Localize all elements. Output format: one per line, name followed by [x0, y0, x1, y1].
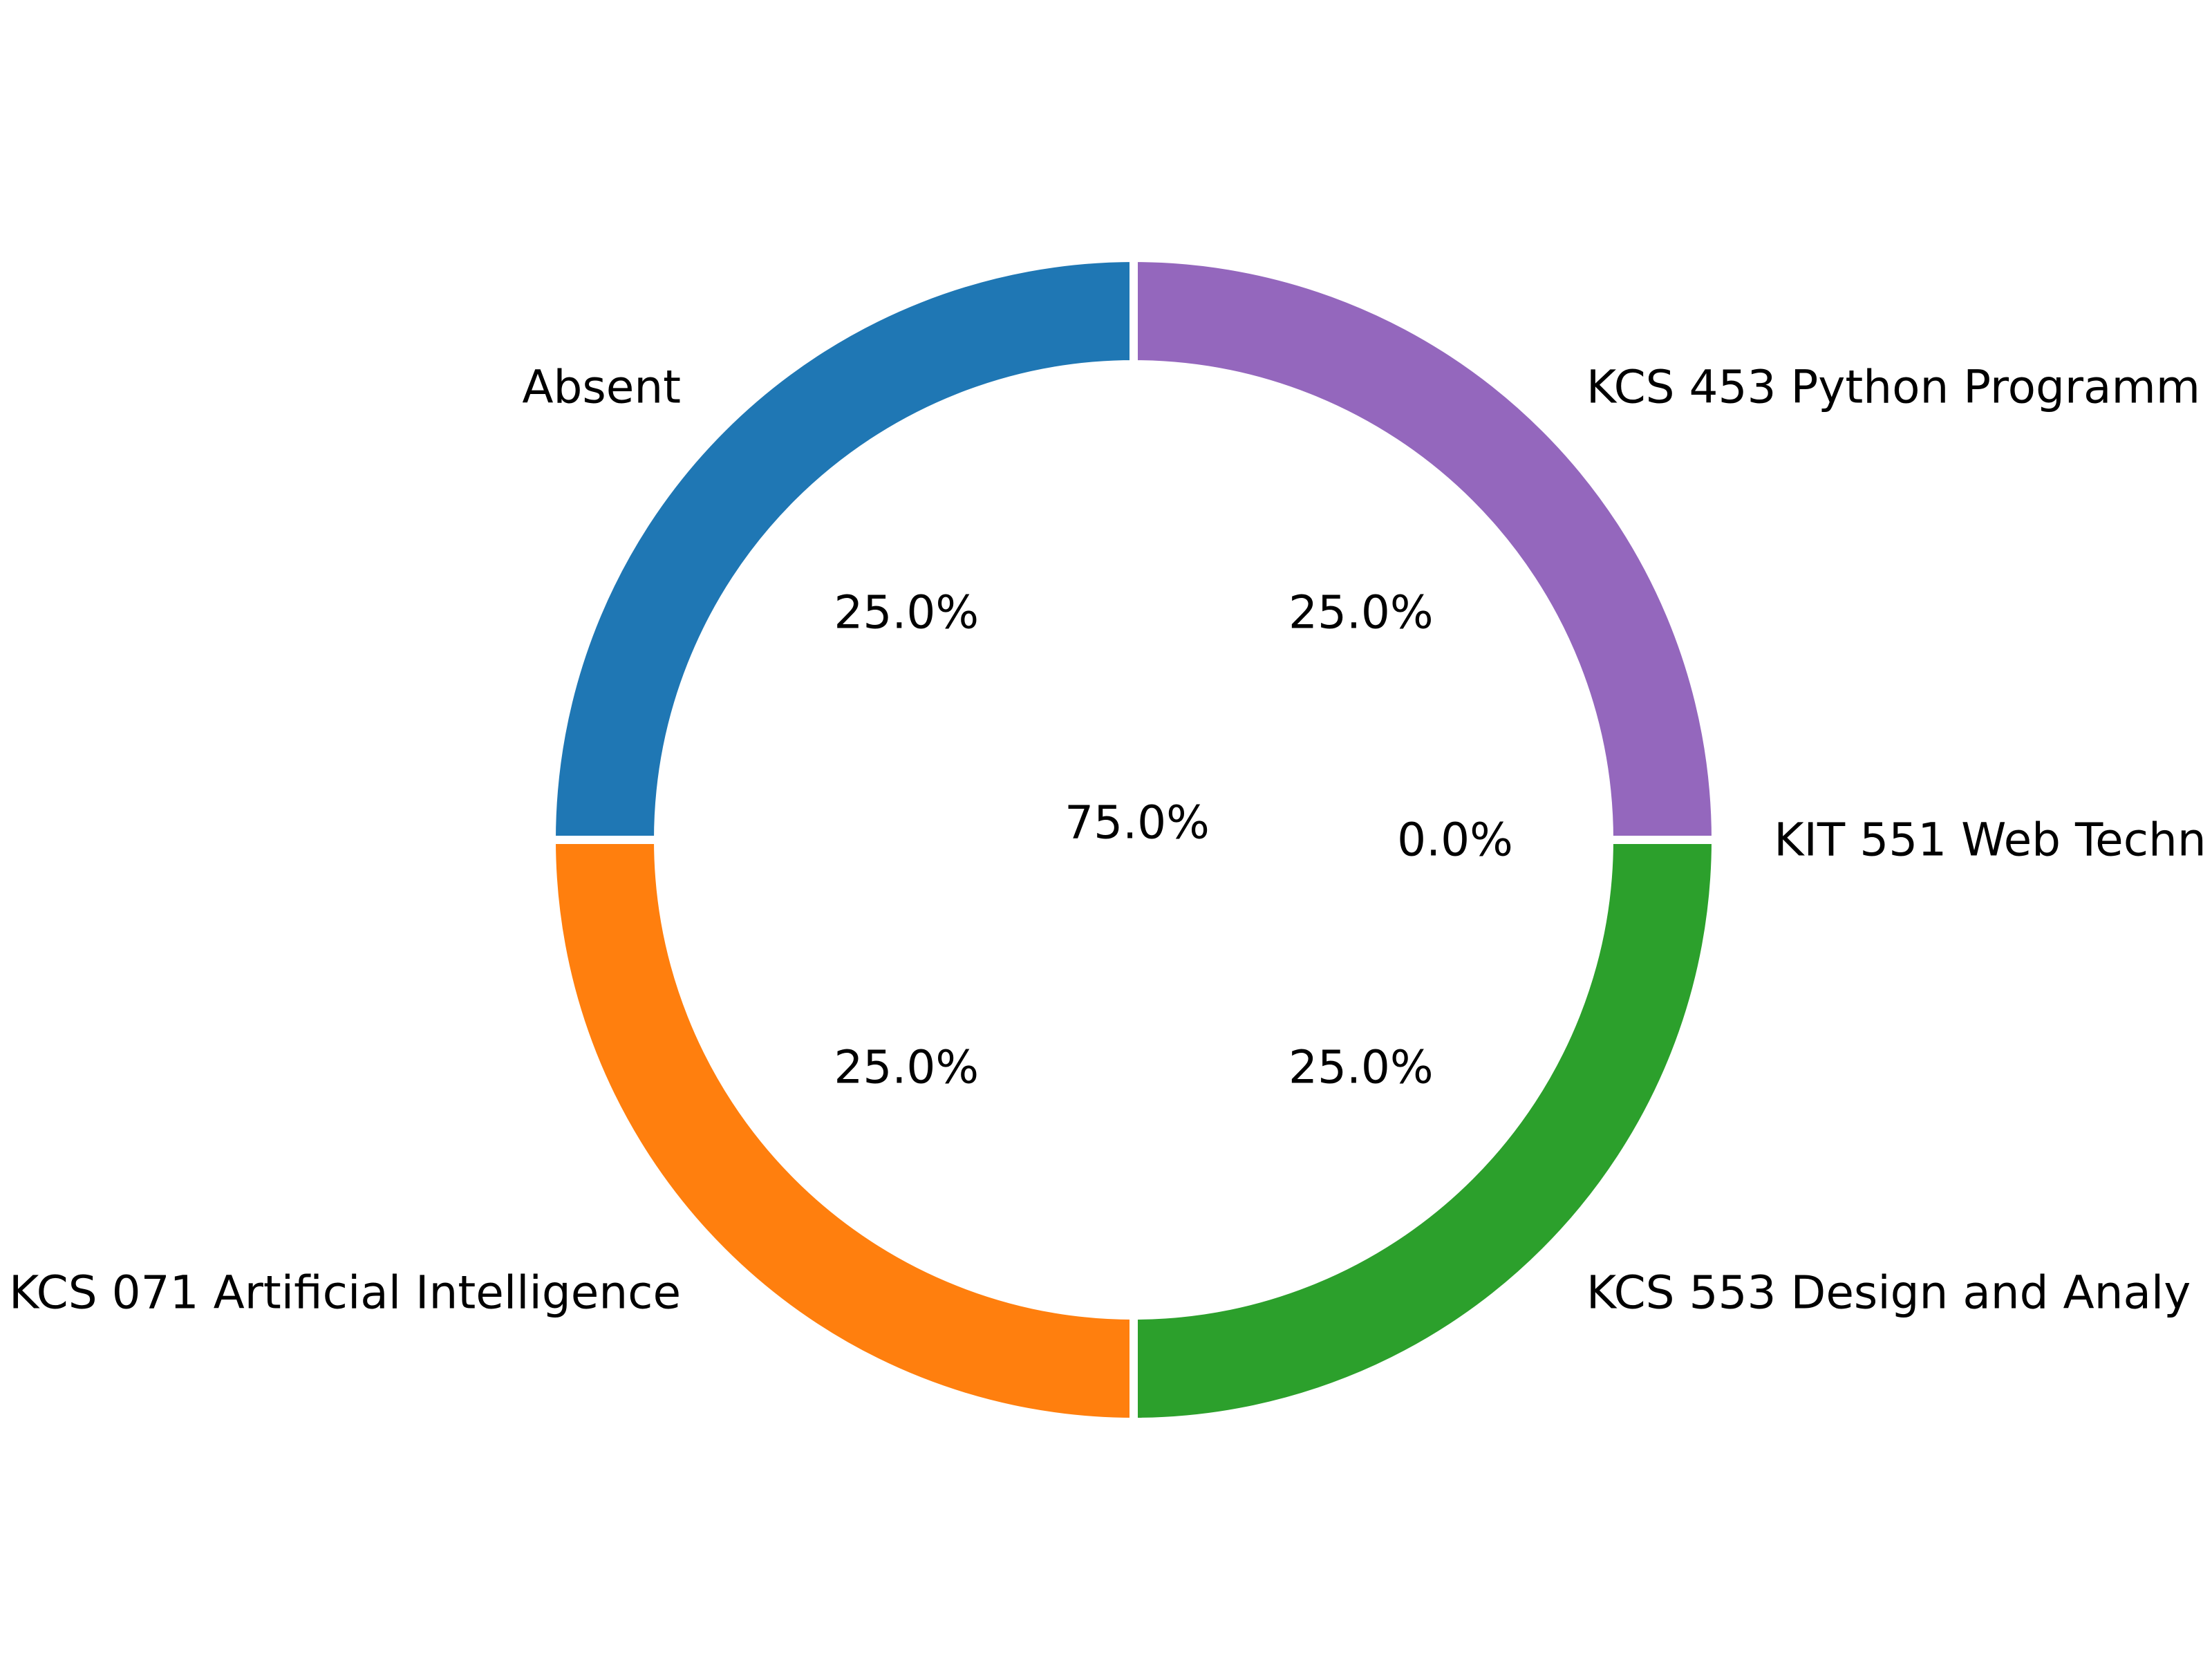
slice-label-kcs-071-artificial-intelligence: KCS 071 Artificial Intelligence [9, 1266, 681, 1319]
wedge-absent [547, 253, 1138, 844]
slice-label-kcs-553-design-and-analy: KCS 553 Design and Analy [1586, 1266, 2191, 1319]
slice-label-kcs-453-python-programm: KCS 453 Python Programm [1586, 361, 2200, 414]
pct-label-kcs-553-design-and-analy: 25.0% [1288, 1040, 1434, 1094]
pct-label-kcs-071-artificial-intelligence: 25.0% [834, 1040, 979, 1094]
pct-label-kit-551-web-techn: 0.0% [1397, 814, 1513, 867]
wedge-kcs-553-design-and-analy [1130, 836, 1721, 1427]
pct-label-absent: 25.0% [834, 586, 979, 639]
center-percentage-label: 75.0% [1065, 796, 1210, 850]
wedge-kcs-453-python-programm [1130, 253, 1721, 844]
donut-wedges [547, 253, 1721, 1427]
slice-label-kit-551-web-techn: KIT 551 Web Techn [1774, 814, 2206, 867]
pct-label-kcs-453-python-programm: 25.0% [1288, 586, 1434, 639]
slice-label-absent: Absent [522, 361, 681, 414]
wedge-kcs-071-artificial-intelligence [547, 836, 1138, 1427]
donut-labels: 25.0% Absent 25.0% KCS 071 Artificial Intel… [9, 361, 2206, 1320]
